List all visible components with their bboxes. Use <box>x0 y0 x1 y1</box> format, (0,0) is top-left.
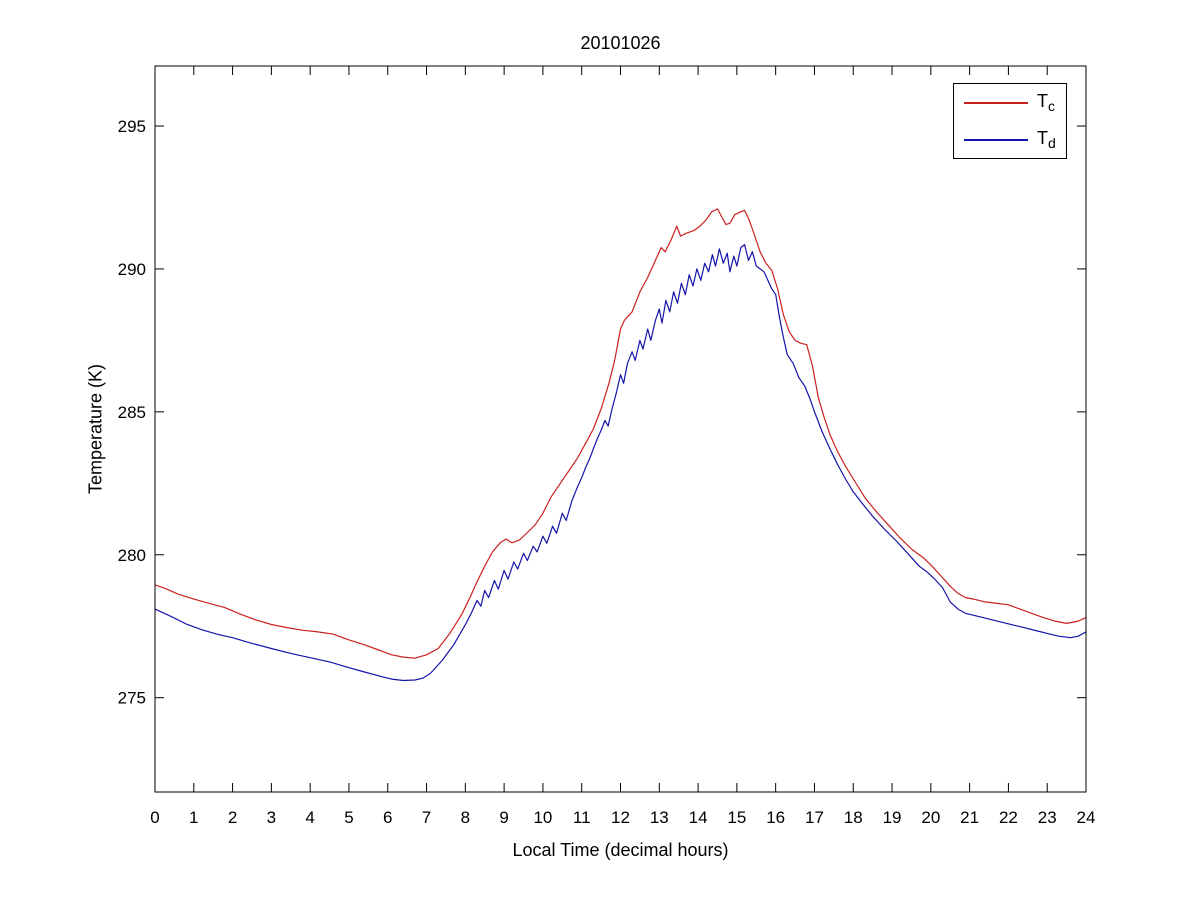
x-tick-label: 22 <box>999 808 1018 827</box>
legend-entry-tc: Tc <box>954 86 1066 120</box>
x-tick-label: 24 <box>1077 808 1096 827</box>
x-tick-label: 16 <box>766 808 785 827</box>
x-tick-label: 0 <box>150 808 159 827</box>
y-tick-label: 285 <box>118 403 146 422</box>
x-tick-label: 10 <box>533 808 552 827</box>
legend-label-td: Td <box>1037 128 1056 151</box>
y-tick-label: 290 <box>118 260 146 279</box>
legend-label-tc: Tc <box>1037 91 1055 114</box>
y-tick-label: 275 <box>118 689 146 708</box>
legend-line-td <box>964 138 1028 141</box>
y-tick-label: 280 <box>118 546 146 565</box>
x-tick-label: 6 <box>383 808 392 827</box>
x-tick-label: 5 <box>344 808 353 827</box>
x-tick-label: 15 <box>727 808 746 827</box>
x-tick-label: 19 <box>883 808 902 827</box>
x-tick-label: 2 <box>228 808 237 827</box>
x-tick-label: 8 <box>461 808 470 827</box>
legend-line-tc <box>964 101 1028 104</box>
legend-entry-td: Td <box>954 123 1066 157</box>
tc-curve <box>154 208 1087 659</box>
x-tick-label: 9 <box>499 808 508 827</box>
td-curve <box>154 244 1087 682</box>
x-tick-label: 3 <box>267 808 276 827</box>
x-tick-label: 23 <box>1038 808 1057 827</box>
x-tick-label: 7 <box>422 808 431 827</box>
x-tick-label: 18 <box>844 808 863 827</box>
x-tick-label: 1 <box>189 808 198 827</box>
x-axis-label: Local Time (decimal hours) <box>512 840 729 860</box>
x-tick-label: 14 <box>689 808 708 827</box>
x-tick-label: 20 <box>921 808 940 827</box>
y-axis-label: Temperature (K) <box>85 363 106 495</box>
legend: Tc Td <box>953 83 1067 159</box>
x-tick-label: 4 <box>305 808 314 827</box>
x-tick-label: 17 <box>805 808 824 827</box>
plot-border <box>154 65 1087 793</box>
x-tick-label: 12 <box>611 808 630 827</box>
y-tick-label: 295 <box>118 117 146 136</box>
x-tick-label: 11 <box>573 808 591 827</box>
chart-title: 20101026 <box>580 33 661 53</box>
x-tick-label: 21 <box>960 808 979 827</box>
x-tick-label: 13 <box>650 808 669 827</box>
